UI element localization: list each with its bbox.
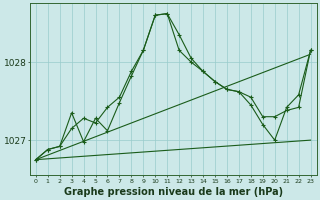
X-axis label: Graphe pression niveau de la mer (hPa): Graphe pression niveau de la mer (hPa): [64, 187, 283, 197]
